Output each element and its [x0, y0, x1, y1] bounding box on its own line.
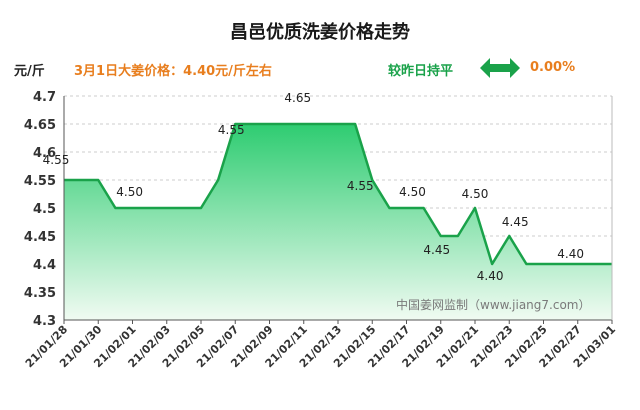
y-tick-label: 4.3: [33, 314, 56, 329]
data-label: 4.65: [284, 91, 311, 105]
data-label: 4.45: [423, 243, 450, 257]
area-fill: [64, 124, 612, 320]
data-label: 4.50: [399, 185, 426, 199]
y-tick-label: 4.7: [33, 90, 56, 105]
y-tick-label: 4.55: [24, 174, 56, 189]
data-label: 4.40: [557, 247, 584, 261]
data-label: 4.40: [477, 269, 504, 283]
data-label: 4.45: [502, 215, 529, 229]
watermark: 中国姜网监制（www.jiang7.com）: [396, 298, 591, 312]
data-labels: 4.55 4.50 4.55 4.65 4.55 4.50 4.45 4.50 4.40 4.45…: [43, 91, 584, 283]
double-arrow-icon: [480, 58, 520, 78]
y-tick-label: 4.45: [24, 230, 56, 245]
data-label: 4.50: [462, 187, 489, 201]
data-label: 4.55: [347, 179, 374, 193]
y-tick-label: 4.5: [33, 202, 56, 217]
change-label: 较昨日持平: [388, 64, 454, 79]
data-label: 4.50: [116, 185, 143, 199]
y-tick-label: 4.6: [33, 146, 56, 161]
change-value: 0.00%: [530, 60, 576, 75]
area-series: [64, 122, 612, 320]
data-label: 4.55: [218, 123, 245, 137]
chart-title: 昌邑优质洗姜价格走势: [230, 22, 410, 43]
data-label: 4.55: [43, 153, 70, 167]
price-note: 3月1日大姜价格：4.40元/斤左右: [74, 64, 272, 79]
y-tick-label: 4.35: [24, 286, 56, 301]
price-line: [64, 122, 612, 266]
y-tick-label: 4.4: [33, 258, 56, 273]
y-tick-label: 4.65: [24, 118, 56, 133]
unit-label: 元/斤: [14, 64, 45, 79]
